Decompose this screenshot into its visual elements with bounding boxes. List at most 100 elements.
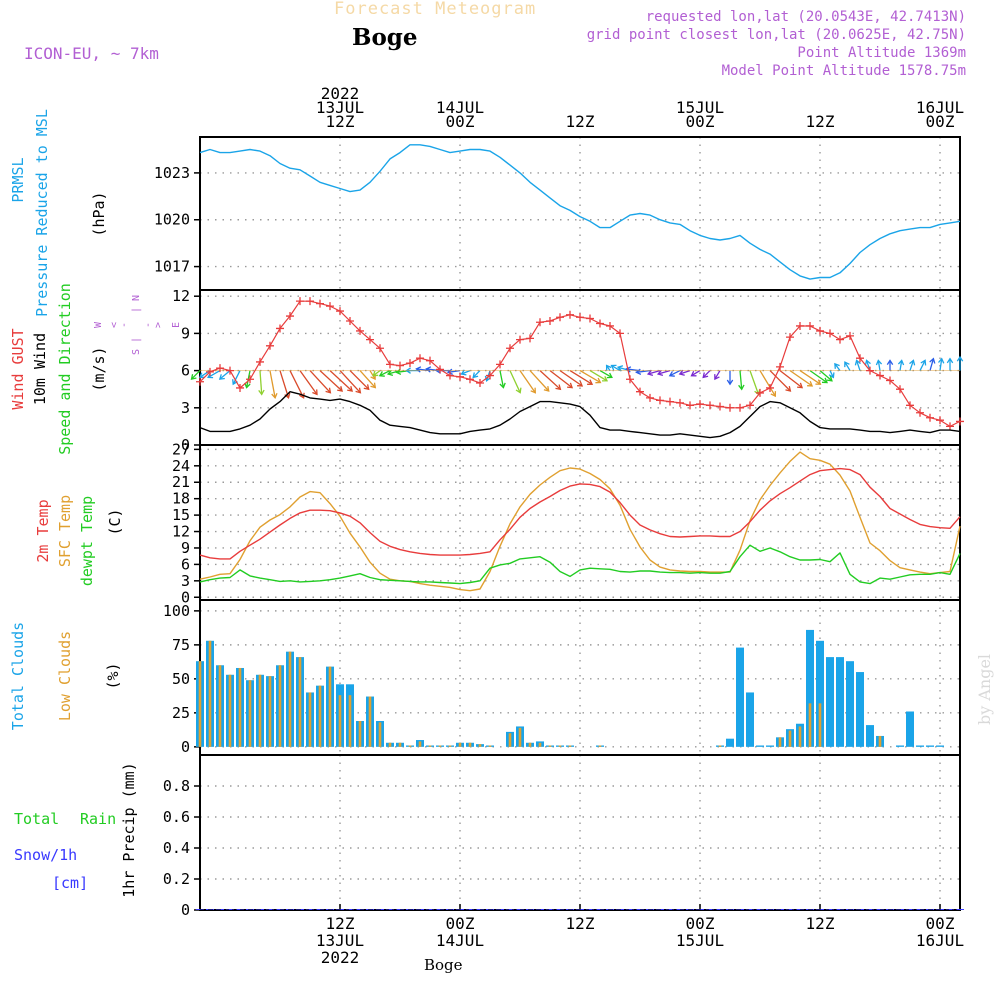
- total-cloud-bar: [856, 672, 864, 747]
- y-tick-label: 3: [181, 572, 190, 590]
- wind-direction-arrow: [819, 370, 833, 382]
- wind-arrow-head: [587, 379, 594, 385]
- wind-arrow-head: [347, 386, 353, 392]
- bottom-time-label: 00Z: [686, 914, 715, 933]
- top-time-label: 15JUL: [676, 98, 724, 117]
- wind-arrow-head: [606, 372, 613, 379]
- precip-cm-label: [cm]: [52, 874, 88, 892]
- total-cloud-bar: [896, 745, 904, 747]
- low-cloud-bar: [808, 703, 812, 747]
- wind-direction-arrow: [589, 370, 608, 382]
- wind-direction-arrow: [855, 360, 861, 371]
- wind-direction-arrow: [579, 370, 601, 384]
- pressure-label-long: Pressure Reduced to MSL: [33, 109, 51, 317]
- total-cloud-bar: [766, 745, 774, 747]
- wind-gust-marker: [726, 403, 734, 412]
- top-time-label: 00Z: [446, 112, 475, 131]
- wind-direction-arrow: [559, 370, 583, 387]
- wind-direction-arrow: [329, 370, 353, 392]
- precip-bar: [826, 909, 834, 910]
- sfc-temp-line: [199, 451, 961, 592]
- wind-gust-marker: [266, 341, 274, 350]
- wind-gust-marker: [316, 299, 324, 308]
- low-cloud-bar: [408, 745, 412, 747]
- precip-bar: [626, 909, 634, 910]
- wind-arrow-head: [828, 372, 835, 379]
- wind-gust-marker: [346, 317, 354, 325]
- precip-bar: [306, 909, 314, 910]
- wind-arrow-head: [337, 386, 343, 392]
- cloud-unit: (%): [104, 662, 122, 689]
- wind-direction-arrow: [657, 369, 671, 375]
- temp-unit: (C): [106, 508, 124, 535]
- wind-direction-arrow: [899, 360, 903, 371]
- compass-letter: |: [131, 337, 142, 343]
- wind-gust-marker: [596, 319, 604, 328]
- wind-arrow-head: [363, 384, 370, 391]
- total-cloud-bar: [736, 647, 744, 747]
- wind-arrow-head: [218, 374, 225, 380]
- low-cloud-bar: [228, 674, 232, 747]
- bottom-time-label: 12Z: [566, 914, 595, 933]
- compass-letter: N: [131, 295, 142, 301]
- precip-bar: [706, 909, 714, 910]
- top-time-label: 16JUL: [916, 98, 964, 117]
- compass-letter: |: [131, 307, 142, 313]
- wind-arrow-head: [714, 374, 720, 381]
- y-tick-label: 1020: [154, 211, 190, 229]
- low-cloud-bar: [328, 666, 332, 747]
- low-cloud-bar: [448, 745, 452, 747]
- wind-arrow-head: [555, 384, 562, 391]
- low-cloud-bar: [538, 742, 542, 747]
- wind-gust-marker: [516, 335, 524, 344]
- wind-arrow-head: [690, 370, 697, 377]
- precip-bar: [466, 909, 474, 910]
- compass-letter: <: [109, 322, 120, 328]
- low-cloud-bar: [878, 735, 882, 747]
- precip-snow-label: Snow/1h: [14, 846, 77, 864]
- y-tick-label: 75: [172, 636, 190, 654]
- wind-direction-arrow: [691, 370, 701, 377]
- wind-arrow-head: [929, 357, 936, 364]
- wind-gust-marker: [776, 362, 784, 371]
- low-cloud-bar: [488, 745, 492, 747]
- wind-arrow-head: [956, 355, 964, 362]
- wind-arrow-head: [738, 384, 745, 391]
- wind-arrow-head: [372, 370, 379, 377]
- wind-arrow-head: [605, 364, 612, 371]
- wind-gust-marker: [396, 361, 404, 370]
- low-cloud-bar: [788, 730, 792, 747]
- low-cloud-bar: [548, 745, 552, 747]
- wind-arrow-head: [386, 369, 394, 377]
- wind-gust-marker: [406, 359, 414, 368]
- wind-arrow-head: [678, 369, 685, 376]
- compass-rose: NSW E||< >- -: [93, 295, 182, 355]
- wind-gust-marker: [836, 335, 844, 344]
- y-tick-label: 3: [181, 399, 190, 417]
- wind-arrow-head: [370, 382, 377, 389]
- wind-arrow-head: [258, 389, 265, 396]
- wind-arrow-head: [920, 359, 927, 366]
- wind-direction-arrow: [549, 370, 573, 389]
- wind-arrow-head: [446, 368, 453, 375]
- y-tick-label: 0.4: [163, 839, 190, 857]
- wind-gust-marker: [646, 393, 654, 402]
- wind-direction-arrow: [232, 370, 241, 385]
- top-time-label: 2022: [321, 84, 360, 103]
- wind-arrow-head: [601, 376, 609, 382]
- precip-bar: [546, 909, 554, 910]
- y-tick-label: 1023: [154, 164, 190, 182]
- wind-gust-label: Wind GUST: [9, 328, 27, 409]
- wind-gust-marker: [286, 312, 294, 321]
- y-tick-label: 27: [172, 440, 190, 458]
- wind-arrow-head: [625, 366, 632, 373]
- wind-arrow-head: [415, 366, 422, 373]
- low-cloud-bar: [558, 745, 562, 747]
- low-cloud-bar: [418, 741, 422, 747]
- wind-direction-arrow: [569, 370, 593, 385]
- wind-direction-arrow: [319, 370, 343, 392]
- y-tick-label: 0.6: [163, 808, 190, 826]
- wind-arrow-head: [515, 387, 522, 394]
- top-time-label: 13JUL: [316, 98, 364, 117]
- wind-gust-marker: [526, 334, 534, 343]
